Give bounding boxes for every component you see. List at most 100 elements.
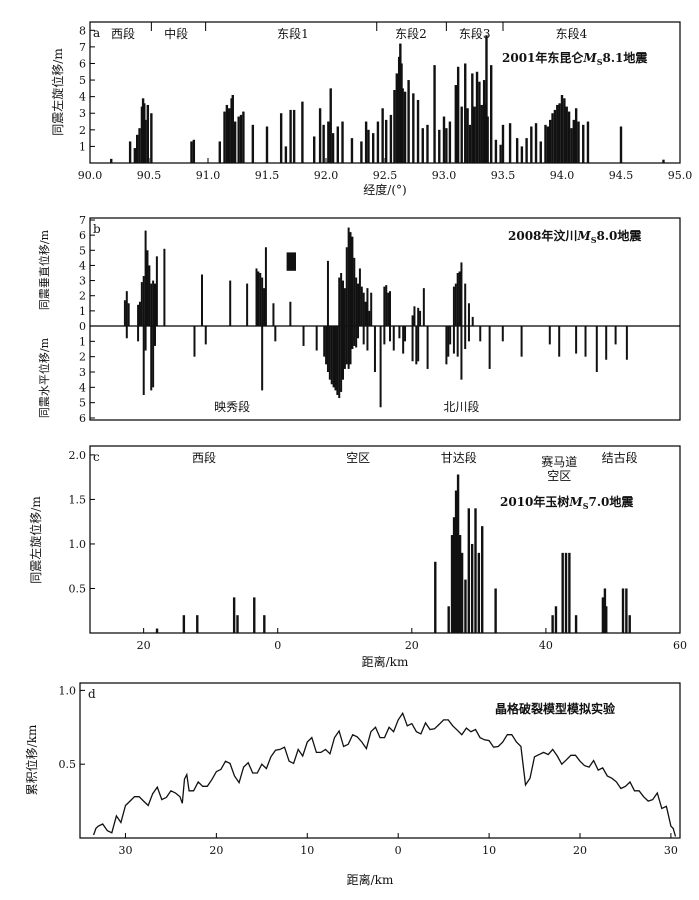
panel-a-bar: [485, 35, 488, 164]
panel-c-ytick-label: 1.0: [69, 538, 87, 551]
panel-b-ytick-label: 4: [79, 259, 86, 272]
panel-b-vertical-bar: [355, 277, 358, 326]
panel-a-bar: [520, 146, 524, 163]
panel-a-bar: [421, 128, 424, 163]
panel-a-bar: [192, 139, 196, 163]
panel-b-ytick-label: 2: [79, 351, 86, 364]
panel-b-horizontal-bar: [336, 326, 339, 395]
panel-a-bar: [448, 121, 452, 163]
panel-d-line-series: [92, 711, 677, 837]
panel-b-horizontal-bar: [402, 326, 405, 354]
panel-a-bar: [530, 126, 533, 163]
panel-b-ytick-label: 3: [79, 366, 86, 379]
panel-b-vertical-bar: [454, 283, 457, 326]
panel-b-letter: b: [93, 222, 101, 236]
panel-c-bar: [628, 615, 631, 633]
panel-a-bar: [570, 128, 573, 163]
panel-a-xlabel: 经度/(°): [363, 182, 406, 197]
panel-b-horizontal-bar: [343, 326, 346, 369]
panel-a-xtick-label: 94.5: [609, 169, 634, 182]
panel-a-bar: [475, 71, 479, 163]
panel-c-xtick-label: 60: [673, 639, 687, 652]
panel-b-title-tail: 8.0地震: [596, 228, 642, 243]
panel-b-ytick-label: 3: [79, 275, 86, 288]
panel-b-ylabel-upper: 同震垂直位移/m: [37, 229, 51, 310]
panel-a-bar: [136, 134, 139, 163]
panel-c-bar: [460, 552, 464, 633]
panel-b-vertical-bar: [368, 310, 371, 326]
panel-b-vertical-bar: [467, 303, 470, 326]
panel-a-xtick-label: 93.5: [491, 169, 516, 182]
panel-c-bar: [263, 615, 266, 633]
panel-a-segment-label: 东段4: [556, 26, 588, 41]
panel-b-vertical-bar: [358, 268, 361, 326]
panel-c-bar: [232, 597, 236, 633]
panel-b-horizontal-bar: [467, 326, 470, 342]
panel-b-title-sym: M: [576, 229, 591, 243]
panel-c-bar: [554, 606, 558, 633]
panel-a-bar: [265, 126, 269, 163]
panel-b-horizontal-bar: [154, 326, 156, 346]
panel-b-ylabel-lower: 同震水平位移/m: [37, 337, 51, 418]
panel-b-horizontal-bar: [204, 326, 207, 345]
panel-a-bar: [239, 114, 243, 163]
panel-d-frame: [79, 682, 681, 839]
panel-c-ytick-label: 0.5: [69, 582, 87, 595]
panel-b-vertical-bar: [419, 310, 422, 326]
panel-a-bar: [560, 94, 564, 163]
panel-d-ytick-label: 1.0: [59, 684, 77, 697]
panel-a-bar: [501, 124, 505, 163]
panel-c-bar: [458, 535, 462, 633]
panel-b-vertical-bar: [152, 280, 155, 326]
panel-a-bar: [546, 126, 550, 163]
panel-b-vertical-bar: [144, 230, 147, 326]
panel-b-vertical-bar: [201, 274, 203, 326]
panel-a-bar: [556, 104, 559, 163]
panel-c-xlabel: 距离/km: [362, 654, 409, 669]
panel-a-bar: [381, 108, 384, 163]
panel-b-horizontal-bar: [447, 326, 450, 357]
panel-a-bar: [551, 113, 554, 163]
panel-b-ytick-label: 4: [79, 381, 86, 394]
panel-b-horizontal-bar: [345, 326, 348, 365]
panel-a-bar: [480, 104, 483, 163]
panel-d-xtick-label: 20: [209, 844, 223, 857]
panel-a-bar: [558, 103, 561, 163]
panel-b-horizontal-bar: [548, 326, 551, 345]
panel-b-horizontal-bar: [340, 326, 343, 392]
panel-b-horizontal-bar: [338, 326, 341, 399]
panel-d-title: 晶格破裂模型模拟实验: [495, 701, 616, 716]
panel-d-ylabel: 累积位移/km: [24, 724, 39, 795]
panel-b-horizontal-bar: [325, 326, 328, 365]
panel-b-vertical-bar: [452, 286, 455, 326]
panel-c-segment-label: 空区: [547, 469, 571, 483]
panel-b-horizontal-bar: [625, 326, 628, 360]
panel-a-segment-label: 中段: [164, 26, 188, 41]
panel-c-bar: [454, 490, 458, 633]
panel-c-segment-label: 甘达段: [441, 450, 477, 465]
panel-a-bar: [454, 85, 457, 163]
panel-b-ytick-label: 0: [79, 320, 86, 333]
panel-a-xtick-label: 92.0: [314, 169, 339, 182]
panel-c-frame: [89, 445, 681, 634]
panel-b-vertical-bar: [362, 292, 365, 326]
panel-a-bar: [327, 121, 330, 163]
panel-b-vertical-bar: [340, 273, 343, 326]
panel-a-bar: [384, 119, 388, 163]
panel-b-horizontal-bar: [575, 326, 578, 354]
panel-b-horizontal-bar: [349, 326, 352, 365]
panel-a-bar: [563, 98, 566, 163]
panel-c-bar: [564, 552, 568, 633]
panel-b-vertical-bar: [146, 250, 149, 326]
panel-c-title-tail: 7.0地震: [588, 494, 634, 509]
panel-c-ytick-label: 1.5: [69, 493, 87, 506]
panel-a-bar: [407, 80, 410, 163]
panel-b-vertical-bar: [163, 248, 166, 326]
panel-a-bar: [464, 63, 467, 163]
panel-b-horizontal-bar: [464, 326, 467, 349]
panel-a-bar: [401, 88, 404, 163]
panel-a-bar: [403, 91, 407, 163]
panel-b-y-axis: 1 2 3 4 5 6 7 0 1 2 3 4 5 6: [79, 214, 95, 425]
